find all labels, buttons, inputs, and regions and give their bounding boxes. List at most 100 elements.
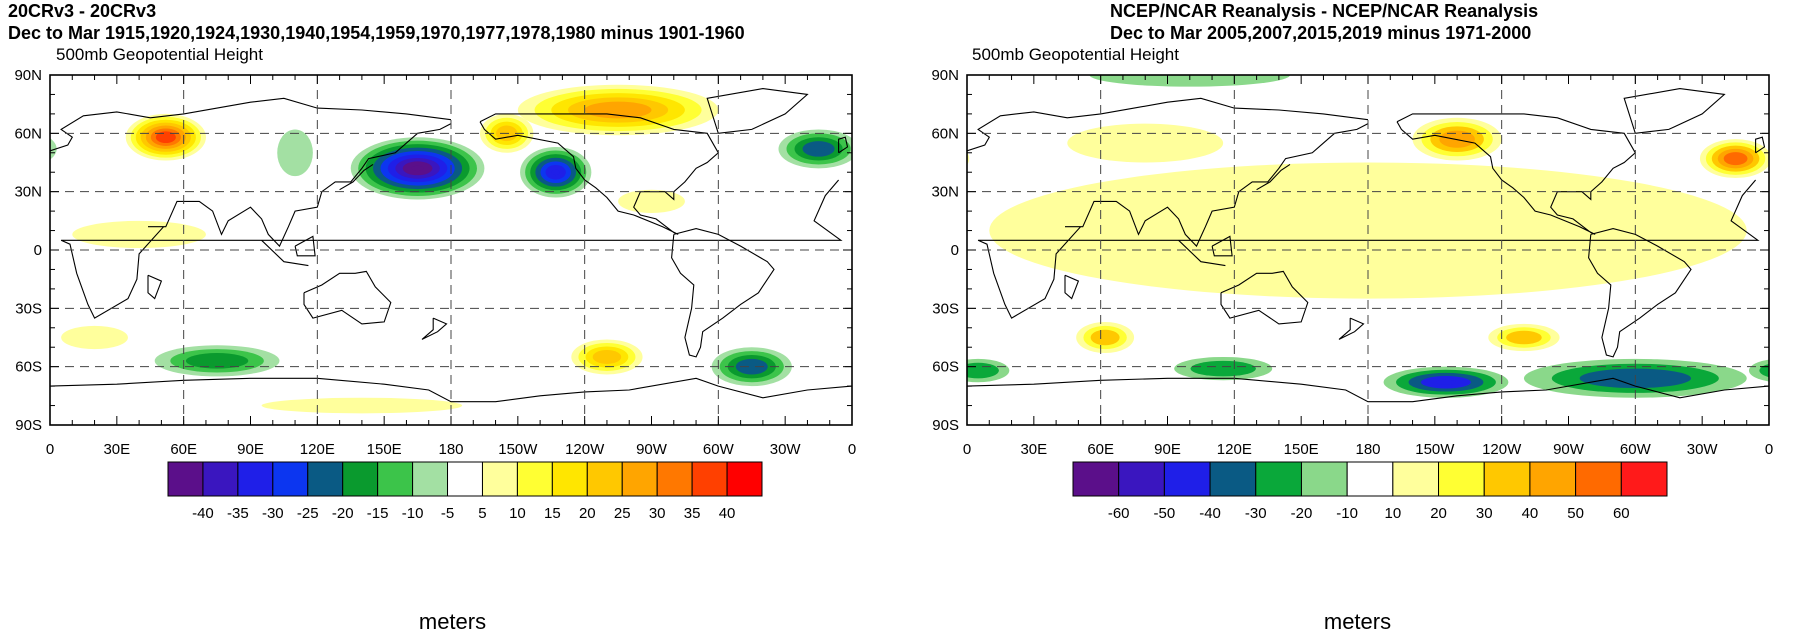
coastline — [147, 274, 163, 300]
x-tick-label: 150E — [367, 441, 402, 458]
coastline — [1396, 113, 1637, 235]
x-tick-label: 180 — [1355, 441, 1380, 458]
colorbar-units-label: meters — [418, 609, 487, 634]
y-tick-label: 60N — [14, 125, 42, 142]
x-tick-label: 30W — [1687, 441, 1719, 458]
coastline — [303, 270, 392, 325]
colorbar-tick-label: 5 — [478, 505, 486, 522]
x-tick-label: 90E — [237, 441, 264, 458]
anomaly-contour — [967, 151, 970, 166]
x-tick-label: 120W — [565, 441, 605, 458]
coastline — [706, 88, 809, 134]
anomaly-contour — [1114, 135, 1177, 151]
x-tick-label: 60E — [1087, 441, 1114, 458]
anomaly-contour — [1435, 379, 1456, 385]
colorbar-tick-label: -5 — [441, 505, 454, 522]
anomaly-contour — [1759, 363, 1769, 378]
coastline — [421, 317, 448, 340]
coastline — [1755, 136, 1766, 154]
anomaly-contour — [161, 134, 170, 140]
colorbar-swatch — [726, 461, 763, 497]
panel-title-line2: Dec to Mar 1915,1920,1924,1930,1940,1954… — [8, 23, 745, 43]
anomaly-contour — [204, 357, 230, 364]
colorbar-swatch — [377, 461, 414, 497]
x-tick-label: 180 — [438, 441, 463, 458]
colorbar-tick-label: -50 — [1154, 505, 1176, 522]
x-tick-label: 60W — [1620, 441, 1652, 458]
coastline — [294, 235, 316, 257]
colorbar-tick-label: -20 — [1291, 505, 1313, 522]
panel-title-line2: Dec to Mar 2005,2007,2015,2019 minus 197… — [1110, 23, 1532, 43]
colorbar-tick-label: 20 — [1430, 505, 1447, 522]
x-tick-label: 0 — [963, 441, 971, 458]
anomaly-contour — [1099, 334, 1111, 341]
x-tick-label: 30E — [1020, 441, 1047, 458]
x-tick-label: 150E — [1284, 441, 1319, 458]
y-tick-label: 30N — [931, 184, 959, 201]
colorbar-tick-label: -20 — [332, 505, 354, 522]
y-tick-label: 60N — [931, 125, 959, 142]
colorbar-tick-label: -40 — [1199, 505, 1221, 522]
anomaly-contour — [812, 145, 825, 152]
coastline — [1211, 235, 1233, 257]
coastline — [1338, 317, 1365, 340]
colorbar-tick-label: 30 — [649, 505, 666, 522]
coastline — [50, 377, 852, 403]
colorbar-tick-label: -10 — [402, 505, 424, 522]
coastline — [1220, 270, 1309, 325]
colorbar-swatch — [1529, 461, 1577, 497]
colorbar-tick-label: 30 — [1476, 505, 1493, 522]
colorbar-tick-label: 60 — [1613, 505, 1630, 522]
anomaly-contour — [910, 146, 958, 172]
colorbar-swatch — [621, 461, 658, 497]
x-tick-label: 60W — [703, 441, 735, 458]
colorbar-tick-label: -40 — [192, 505, 214, 522]
anomaly-contour — [904, 142, 963, 174]
coastline — [671, 228, 775, 358]
panel-subtitle: 500mb Geopotential Height — [56, 45, 263, 64]
colorbar-tick-label: 40 — [719, 505, 736, 522]
colorbar-swatch — [1438, 461, 1485, 497]
colorbar-swatch — [551, 461, 588, 497]
colorbar-swatch — [412, 461, 449, 497]
colorbar-tick-label: -30 — [1245, 505, 1267, 522]
colorbar-tick-label: 50 — [1567, 505, 1584, 522]
colorbar-tick-label: -10 — [1336, 505, 1358, 522]
coastline — [261, 239, 309, 267]
colorbar-tick-label: 10 — [1385, 505, 1402, 522]
coastline — [977, 123, 1760, 319]
coastline — [1256, 163, 1291, 191]
colorbar-tick-label: 40 — [1522, 505, 1539, 522]
y-tick-label: 30N — [14, 184, 42, 201]
coastline — [60, 123, 843, 319]
colorbar-swatch — [1346, 461, 1394, 497]
anomaly-contour — [50, 138, 57, 160]
colorbar-swatch — [1072, 461, 1120, 497]
y-tick-label: 30S — [15, 300, 42, 317]
colorbar-swatch — [202, 461, 239, 497]
colorbar-swatch — [307, 461, 344, 497]
colorbar-swatch — [691, 461, 728, 497]
y-tick-label: 60S — [15, 359, 42, 376]
anomaly-contour — [287, 143, 303, 163]
colorbar-tick-label: -15 — [367, 505, 389, 522]
anomaly-contour — [922, 152, 946, 165]
x-tick-label: 30W — [770, 441, 802, 458]
colorbar-swatch — [1483, 461, 1531, 497]
colorbar-swatch — [237, 461, 274, 497]
colorbar-swatch — [586, 461, 623, 497]
x-tick-label: 150W — [498, 441, 538, 458]
x-tick-label: 30E — [103, 441, 130, 458]
colorbar-swatch — [272, 461, 309, 497]
x-tick-label: 90W — [1553, 441, 1585, 458]
anomaly-contour — [1748, 359, 1769, 382]
panel-20crv3: 20CRv3 - 20CRv3 Dec to Mar 1915,1920,192… — [0, 0, 905, 634]
colorbar-tick-label: 15 — [544, 505, 561, 522]
colorbar-tick-label: 20 — [579, 505, 596, 522]
colorbar-tick-label: -25 — [297, 505, 319, 522]
anomaly-contour — [745, 363, 759, 370]
y-tick-label: 0 — [34, 242, 42, 259]
y-tick-label: 60S — [932, 359, 959, 376]
colorbar-swatch — [1620, 461, 1668, 497]
